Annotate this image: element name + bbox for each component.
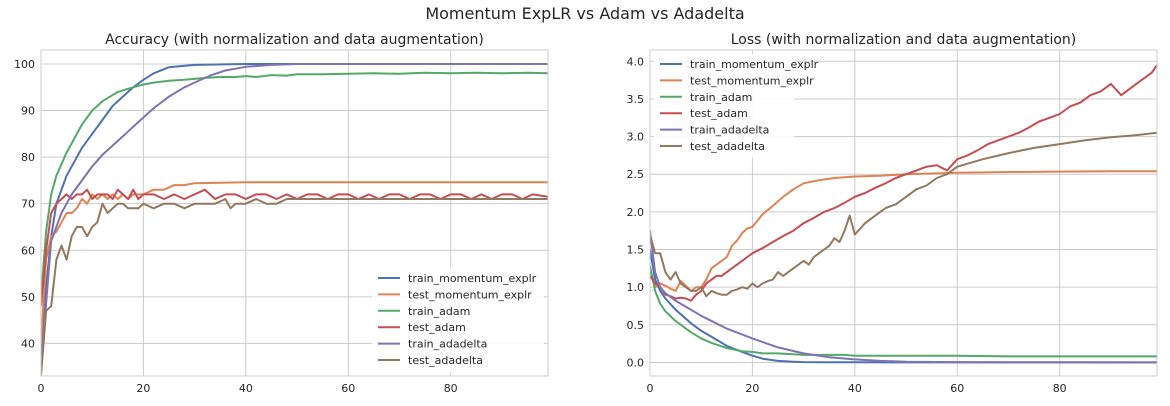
legend-label: test_momentum_explr [690,74,814,87]
y-tick-label: 3.0 [627,131,645,144]
y-tick-label: 3.5 [627,93,645,106]
x-tick-label: 0 [38,382,45,395]
series-line-test-momentum-explr [41,181,548,344]
legend-label: train_adadelta [408,338,487,351]
figure-suptitle: Momentum ExpLR vs Adam vs Adadelta [425,4,744,23]
legend-label: train_momentum_explr [690,58,819,71]
legend: train_momentum_explr test_momentum_explrt… [372,268,544,372]
series-line-train-adam [41,71,548,297]
plot-frame [649,49,1158,377]
y-tick-label: 60 [21,244,35,257]
y-tick-label: 4.0 [627,55,645,68]
legend-label: test_adam [408,321,466,334]
x-tick-label: 60 [950,382,964,395]
chart-title: Accuracy (with normalization and data au… [105,32,484,48]
loss-chart-panel: Loss (with normalization and data augmen… [627,32,1158,395]
series-line-train-momentum-explr [41,63,548,363]
x-tick-label: 60 [341,382,355,395]
y-tick-label: 40 [21,337,35,350]
y-tick-label: 2.5 [627,168,645,181]
legend-box [372,268,544,372]
series-line-test-adadelta [41,198,548,376]
x-tick-label: 40 [239,382,253,395]
legend-box [654,54,794,158]
x-tick-label: 20 [745,382,759,395]
legend-label: test_adadelta [408,354,483,367]
x-tick-label: 20 [136,382,150,395]
y-tick-label: 50 [21,291,35,304]
legend-label: test_adadelta [690,140,765,153]
y-tick-label: 0.0 [627,356,645,369]
x-tick-label: 40 [848,382,862,395]
x-tick-label: 0 [647,382,654,395]
y-tick-label: 80 [21,151,35,164]
legend: train_momentum_explr test_momentum_explrt… [654,54,819,158]
x-tick-label: 80 [1053,382,1067,395]
x-tick-label: 80 [444,382,458,395]
y-tick-label: 1.5 [627,244,645,257]
legend-label: train_momentum_explr [408,272,537,285]
series-line-train-adam [650,265,1157,358]
legend-label: train_adam [690,91,752,104]
legend-label: train_adadelta [690,124,769,137]
series-line-train-adadelta [41,63,548,367]
legend-label: test_momentum_explr [408,288,532,301]
series-line-train-adadelta [650,230,1157,364]
chart-title: Loss (with normalization and data augmen… [731,32,1077,48]
y-tick-label: 70 [21,198,35,211]
plot-frame [40,49,549,377]
y-tick-label: 0.5 [627,319,645,332]
legend-label: test_adam [690,107,748,120]
series-line-test-adam [650,64,1157,302]
series-line-test-adadelta [650,131,1157,298]
y-tick-label: 100 [14,58,35,71]
legend-label: train_adam [408,305,470,318]
y-tick-label: 90 [21,105,35,118]
y-tick-label: 2.0 [627,206,645,219]
y-tick-label: 1.0 [627,281,645,294]
accuracy-chart-panel: Accuracy (with normalization and data au… [14,32,549,395]
